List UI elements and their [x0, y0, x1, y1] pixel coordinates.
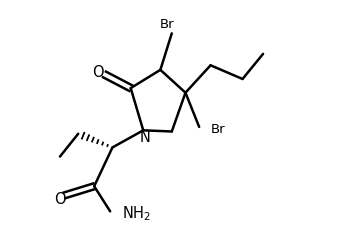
Text: O: O — [92, 65, 103, 80]
Text: Br: Br — [211, 123, 225, 136]
Text: Br: Br — [160, 18, 175, 31]
Text: O: O — [54, 192, 66, 207]
Text: NH$_2$: NH$_2$ — [122, 204, 151, 223]
Text: N: N — [140, 130, 151, 145]
